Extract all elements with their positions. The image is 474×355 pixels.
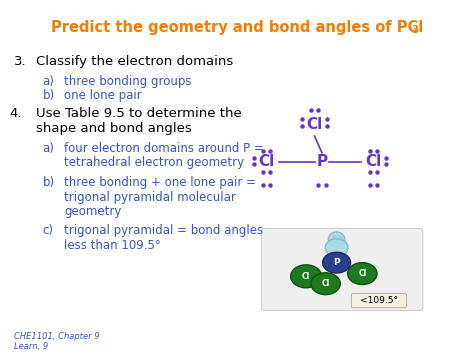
Text: four electron domains around P =: four electron domains around P = — [64, 142, 264, 155]
Text: tetrahedral electron geometry: tetrahedral electron geometry — [64, 156, 244, 169]
Text: shape and bond angles: shape and bond angles — [36, 122, 191, 136]
Text: Cl: Cl — [358, 269, 366, 278]
Text: a): a) — [43, 75, 55, 88]
Text: one lone pair: one lone pair — [64, 89, 142, 102]
Text: a): a) — [43, 142, 55, 155]
Circle shape — [347, 263, 377, 284]
Circle shape — [323, 252, 351, 273]
Text: Cl: Cl — [365, 154, 382, 169]
Ellipse shape — [328, 232, 345, 247]
Text: P: P — [333, 258, 340, 267]
Text: Cl: Cl — [321, 279, 330, 288]
Text: 3: 3 — [411, 25, 419, 35]
Text: three bonding groups: three bonding groups — [64, 75, 191, 88]
Text: Cl: Cl — [259, 154, 275, 169]
Text: trigonal pyramidal = bond angles: trigonal pyramidal = bond angles — [64, 224, 263, 237]
Circle shape — [311, 273, 340, 295]
Text: trigonal pyramidal molecular: trigonal pyramidal molecular — [64, 191, 236, 204]
Text: 4.: 4. — [9, 107, 22, 120]
Text: Use Table 9.5 to determine the: Use Table 9.5 to determine the — [36, 107, 241, 120]
Text: <109.5°: <109.5° — [360, 296, 398, 305]
Text: Cl: Cl — [306, 117, 323, 132]
Text: Predict the geometry and bond angles of PCl: Predict the geometry and bond angles of … — [51, 20, 423, 34]
Text: less than 109.5°: less than 109.5° — [64, 239, 161, 252]
Text: b): b) — [43, 176, 55, 189]
Text: c): c) — [43, 224, 54, 237]
Text: Classify the electron domains: Classify the electron domains — [36, 55, 233, 68]
Text: P: P — [316, 154, 328, 169]
Text: geometry: geometry — [64, 205, 121, 218]
Text: 3.: 3. — [14, 55, 27, 68]
Text: b): b) — [43, 89, 55, 102]
Text: three bonding + one lone pair =: three bonding + one lone pair = — [64, 176, 256, 189]
Circle shape — [291, 265, 321, 288]
FancyBboxPatch shape — [261, 229, 423, 311]
Text: CHE1101, Chapter 9
Learn, 9: CHE1101, Chapter 9 Learn, 9 — [14, 332, 100, 351]
Ellipse shape — [325, 239, 348, 257]
Text: Cl: Cl — [302, 272, 310, 281]
FancyBboxPatch shape — [351, 294, 406, 308]
